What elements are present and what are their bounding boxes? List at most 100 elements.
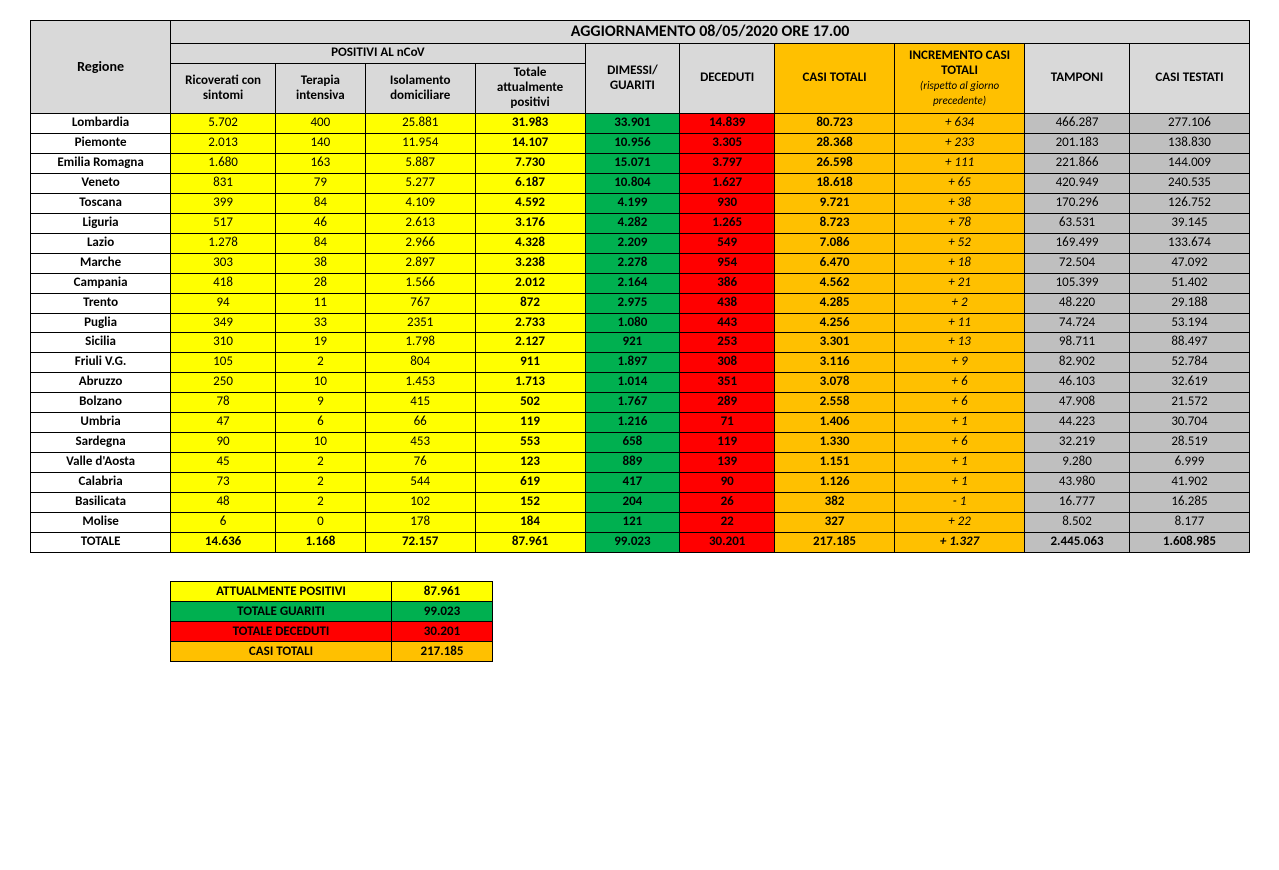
cell-casi-testati: 138.830 xyxy=(1129,134,1249,154)
table-row: Trento94117678722.9754384.285+ 248.22029… xyxy=(31,293,1250,313)
cell-terapia: 2 xyxy=(276,353,366,373)
cell-terapia: 140 xyxy=(276,134,366,154)
table-row: Sicilia310191.7982.1279212533.301+ 1398.… xyxy=(31,333,1250,353)
cell-isolamento: 25.881 xyxy=(365,114,475,134)
cell-region: Toscana xyxy=(31,193,171,213)
cell-terapia: 6 xyxy=(276,413,366,433)
cell-region: Liguria xyxy=(31,213,171,233)
cell-incremento: + 65 xyxy=(895,173,1025,193)
cell-casi-totali: 1.151 xyxy=(775,453,895,473)
cell-casi-totali: 26.598 xyxy=(775,154,895,174)
cell-casi-totali: 4.562 xyxy=(775,273,895,293)
header-title: AGGIORNAMENTO 08/05/2020 ORE 17.00 xyxy=(171,21,1250,44)
cell-isolamento: 2.966 xyxy=(365,233,475,253)
cell-tot-positivi: 2.733 xyxy=(475,313,585,333)
header-casi-totali: CASI TOTALI xyxy=(775,44,895,114)
cell-tamponi: 9.280 xyxy=(1025,453,1130,473)
cell-terapia: 9 xyxy=(276,393,366,413)
cell-dimessi: 1.216 xyxy=(585,413,680,433)
cell-tot-positivi: 3.176 xyxy=(475,213,585,233)
cell-dimessi: 1.897 xyxy=(585,353,680,373)
cell-casi-testati: 144.009 xyxy=(1129,154,1249,174)
cell-incremento: + 18 xyxy=(895,253,1025,273)
cell-dimessi: 204 xyxy=(585,492,680,512)
cell-incremento: + 6 xyxy=(895,433,1025,453)
table-row: Lombardia5.70240025.88131.98333.90114.83… xyxy=(31,114,1250,134)
cell-ricoverati: 105 xyxy=(171,353,276,373)
cell-region: Campania xyxy=(31,273,171,293)
cell-incremento: + 634 xyxy=(895,114,1025,134)
cell-dimessi: 1.080 xyxy=(585,313,680,333)
cell-terapia: 33 xyxy=(276,313,366,333)
cell-casi-testati: 21.572 xyxy=(1129,393,1249,413)
cell-dimessi: 15.071 xyxy=(585,154,680,174)
summary-guariti-value: 99.023 xyxy=(392,601,493,621)
cell-deceduti: 351 xyxy=(680,373,775,393)
cell-tamponi: 72.504 xyxy=(1025,253,1130,273)
table-row: Puglia3493323512.7331.0804434.256+ 1174.… xyxy=(31,313,1250,333)
table-body: Lombardia5.70240025.88131.98333.90114.83… xyxy=(31,114,1250,553)
cell-deceduti: 26 xyxy=(680,492,775,512)
cell-dimessi: 658 xyxy=(585,433,680,453)
cell-dimessi: 10.804 xyxy=(585,173,680,193)
table-header: Regione AGGIORNAMENTO 08/05/2020 ORE 17.… xyxy=(31,21,1250,114)
cell-tamponi: 105.399 xyxy=(1025,273,1130,293)
cell-deceduti: 386 xyxy=(680,273,775,293)
cell-tot-positivi: 7.730 xyxy=(475,154,585,174)
header-isolamento: Isolamento domiciliare xyxy=(365,64,475,114)
cell-terapia: 10 xyxy=(276,433,366,453)
cell-isolamento: 2351 xyxy=(365,313,475,333)
cell-incremento: + 38 xyxy=(895,193,1025,213)
cell-isolamento: 1.798 xyxy=(365,333,475,353)
cell-casi-totali: 7.086 xyxy=(775,233,895,253)
cell-terapia: 2 xyxy=(276,492,366,512)
cell-region: Veneto xyxy=(31,173,171,193)
table-row: Friuli V.G.10528049111.8973083.116+ 982.… xyxy=(31,353,1250,373)
table-row: Emilia Romagna1.6801635.8877.73015.0713.… xyxy=(31,154,1250,174)
cell-tamponi: 47.908 xyxy=(1025,393,1130,413)
cell-isolamento: 1.453 xyxy=(365,373,475,393)
cell-tot-positivi: 4.328 xyxy=(475,233,585,253)
cell-ricoverati: 310 xyxy=(171,333,276,353)
cell-deceduti: 3.797 xyxy=(680,154,775,174)
cell-tamponi: 44.223 xyxy=(1025,413,1130,433)
cell-dimessi: 99.023 xyxy=(585,532,680,552)
cell-casi-totali: 1.406 xyxy=(775,413,895,433)
cell-deceduti: 443 xyxy=(680,313,775,333)
header-incremento-main: INCREMENTO CASI TOTALI xyxy=(909,48,1010,78)
cell-tamponi: 46.103 xyxy=(1025,373,1130,393)
table-row: Basilicata48210215220426382- 116.77716.2… xyxy=(31,492,1250,512)
cell-region: Calabria xyxy=(31,473,171,493)
cell-region: Valle d'Aosta xyxy=(31,453,171,473)
cell-casi-testati: 47.092 xyxy=(1129,253,1249,273)
cell-casi-testati: 39.145 xyxy=(1129,213,1249,233)
covid-regions-table: Regione AGGIORNAMENTO 08/05/2020 ORE 17.… xyxy=(30,20,1250,553)
table-row: Veneto831795.2776.18710.8041.62718.618+ … xyxy=(31,173,1250,193)
cell-incremento: + 6 xyxy=(895,373,1025,393)
table-row: Sardegna90104535536581191.330+ 632.21928… xyxy=(31,433,1250,453)
cell-tamponi: 74.724 xyxy=(1025,313,1130,333)
cell-region: Basilicata xyxy=(31,492,171,512)
cell-isolamento: 1.566 xyxy=(365,273,475,293)
cell-isolamento: 767 xyxy=(365,293,475,313)
cell-casi-testati: 28.519 xyxy=(1129,433,1249,453)
cell-isolamento: 2.897 xyxy=(365,253,475,273)
cell-casi-testati: 133.674 xyxy=(1129,233,1249,253)
cell-casi-totali: 80.723 xyxy=(775,114,895,134)
table-row: TOTALE14.6361.16872.15787.96199.02330.20… xyxy=(31,532,1250,552)
cell-isolamento: 72.157 xyxy=(365,532,475,552)
cell-region: Bolzano xyxy=(31,393,171,413)
cell-casi-testati: 6.999 xyxy=(1129,453,1249,473)
cell-casi-testati: 88.497 xyxy=(1129,333,1249,353)
cell-casi-testati: 53.194 xyxy=(1129,313,1249,333)
cell-terapia: 1.168 xyxy=(276,532,366,552)
cell-isolamento: 66 xyxy=(365,413,475,433)
cell-deceduti: 14.839 xyxy=(680,114,775,134)
cell-region: TOTALE xyxy=(31,532,171,552)
cell-tot-positivi: 911 xyxy=(475,353,585,373)
cell-dimessi: 2.975 xyxy=(585,293,680,313)
cell-ricoverati: 349 xyxy=(171,313,276,333)
cell-casi-testati: 51.402 xyxy=(1129,273,1249,293)
cell-casi-totali: 6.470 xyxy=(775,253,895,273)
cell-incremento: + 22 xyxy=(895,512,1025,532)
